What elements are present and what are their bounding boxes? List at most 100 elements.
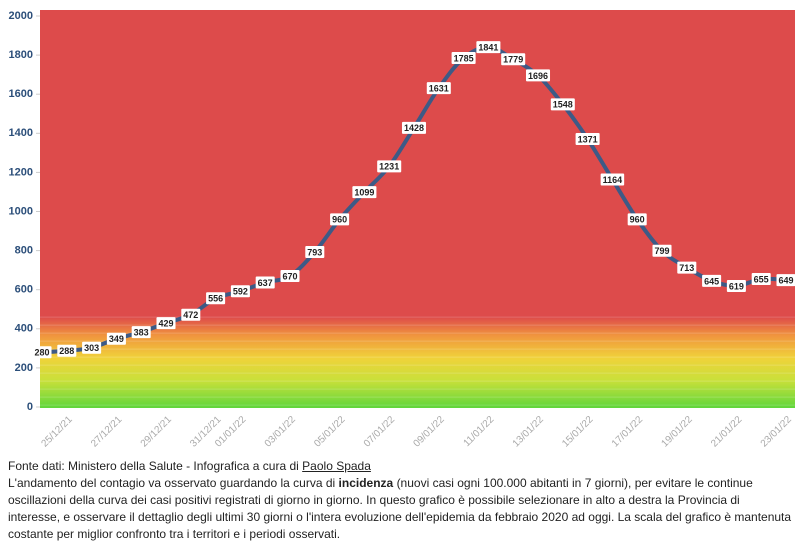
x-tick-label: 09/01/22: [411, 414, 447, 450]
data-label-box: [305, 245, 325, 258]
data-label-box: [352, 186, 377, 199]
data-label-box: [230, 285, 250, 298]
footer: Fonte dati: Ministero della Salute - Inf…: [8, 458, 794, 543]
data-label: 655: [751, 272, 771, 285]
data-label: 637: [255, 276, 275, 289]
data-label-text: 1164: [603, 175, 623, 185]
data-label-box: [131, 326, 151, 339]
data-label-box: [255, 276, 275, 289]
data-label-text: 1785: [454, 53, 474, 63]
author-link[interactable]: Paolo Spada: [302, 459, 371, 473]
source: Fonte dati: Ministero della Salute - Inf…: [8, 459, 299, 473]
data-label: 619: [726, 279, 746, 292]
data-label-text: 303: [84, 343, 99, 353]
x-tick-label: 11/01/22: [462, 414, 497, 449]
data-label: 1231: [377, 160, 402, 173]
x-tick-label: 21/01/22: [709, 414, 745, 450]
chart: 0 200 400 600 800 1000 1200 1400 1600 1800 2000 25/…: [9, 10, 796, 450]
data-label-box: [726, 279, 746, 292]
x-tick-label: 25/12/21: [39, 414, 75, 450]
data-label: 1785: [451, 52, 476, 65]
gradient-zone: [40, 317, 795, 408]
data-label-box: [627, 213, 647, 226]
y-tick-label: 1200: [9, 166, 33, 178]
data-label-box: [702, 274, 722, 287]
y-tick-label: 0: [27, 401, 33, 413]
data-label-text: 429: [158, 319, 173, 329]
data-label-text: 960: [630, 215, 645, 225]
data-label-box: [156, 317, 176, 330]
data-label: 1841: [476, 41, 501, 54]
data-label-text: 649: [778, 275, 793, 285]
x-tick-label: 27/12/21: [89, 414, 125, 450]
data-label-text: 280: [34, 348, 49, 358]
data-label-text: 645: [704, 276, 719, 286]
data-label-box: [550, 98, 575, 111]
data-label-box: [426, 82, 451, 95]
description: L'andamento del contagio va osservato gu…: [8, 475, 794, 543]
data-label-box: [751, 272, 771, 285]
data-label-text: 472: [183, 310, 198, 320]
data-label-text: 1371: [578, 134, 598, 144]
data-label-text: 349: [109, 334, 124, 344]
data-label: 645: [702, 274, 722, 287]
data-label-text: 619: [729, 281, 744, 291]
data-label-box: [575, 132, 600, 145]
y-tick-label: 200: [15, 362, 33, 374]
data-label-box: [32, 346, 52, 359]
data-label-box: [401, 121, 427, 134]
data-label-text: 637: [258, 278, 273, 288]
data-label-box: [451, 52, 476, 65]
data-label-box: [501, 53, 526, 66]
y-tick-label: 1000: [9, 205, 33, 217]
y-tick-label: 1400: [9, 127, 33, 139]
data-label-box: [652, 244, 672, 257]
data-label: 1548: [550, 98, 575, 111]
data-label: 429: [156, 317, 176, 330]
data-label: 472: [181, 308, 201, 321]
data-label-text: 799: [654, 246, 669, 256]
x-tick-label: 07/01/22: [362, 414, 398, 450]
data-label-text: 1548: [553, 100, 573, 110]
data-label: 349: [106, 332, 126, 345]
data-label: 303: [82, 341, 102, 354]
data-label: 592: [230, 285, 250, 298]
data-label-text: 1696: [528, 71, 548, 81]
x-tick-label: 05/01/22: [312, 414, 348, 450]
data-label: 288: [57, 344, 77, 357]
data-label: 960: [627, 213, 647, 226]
data-label: 1164: [600, 173, 625, 186]
data-label-box: [377, 160, 402, 173]
data-label-box: [82, 341, 102, 354]
data-label-text: 592: [233, 287, 248, 297]
data-label: 1696: [525, 69, 551, 82]
y-tick-label: 1800: [9, 49, 33, 61]
bold-text: incidenza: [338, 476, 394, 490]
x-tick-label: 15/01/22: [560, 414, 596, 450]
page: {"chart_data": {"type": "line", "categor…: [8, 9, 796, 541]
x-tick-label: 17/01/22: [610, 414, 646, 450]
text: L'andamento del contagio va osservato gu…: [8, 476, 336, 490]
data-label-text: 1428: [404, 123, 424, 133]
data-label-box: [330, 213, 350, 226]
x-tick-label: 29/12/21: [139, 414, 175, 450]
data-label: 1099: [352, 186, 377, 199]
data-label: 556: [206, 292, 226, 305]
y-tick-label: 1600: [9, 88, 33, 100]
data-label: 960: [330, 213, 350, 226]
data-label-text: 288: [59, 346, 74, 356]
data-label-box: [600, 173, 625, 186]
data-label-box: [476, 41, 501, 54]
source-line: Fonte dati: Ministero della Salute - Inf…: [8, 458, 794, 475]
data-label-box: [57, 344, 77, 357]
data-label: 649: [776, 274, 796, 287]
data-label-box: [525, 69, 551, 82]
data-label: 670: [280, 270, 300, 283]
y-tick-label: 800: [15, 245, 33, 257]
data-label-text: 713: [679, 263, 694, 273]
data-label-box: [206, 292, 226, 305]
data-label: 1779: [501, 53, 526, 66]
data-label-text: 793: [307, 247, 322, 257]
data-label-text: 1841: [478, 42, 498, 52]
y-tick-label: 600: [15, 284, 33, 296]
